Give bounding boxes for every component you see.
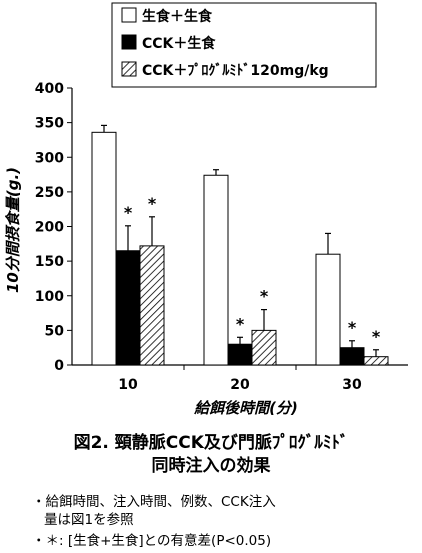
bar (91, 131, 117, 366)
legend-frame (111, 2, 377, 88)
y-tick-label: 150 (35, 254, 64, 270)
bar (363, 356, 389, 366)
significance-mark: * (124, 203, 133, 222)
bar (227, 343, 253, 366)
significance-mark: * (348, 318, 357, 337)
legend-swatch (121, 34, 137, 50)
y-tick-label: 250 (35, 185, 64, 201)
y-tick-label: 100 (35, 289, 64, 305)
legend-swatch (121, 61, 137, 77)
significance-mark: * (148, 194, 157, 213)
significance-mark: * (260, 287, 269, 306)
legend-label: 生食＋生食 (142, 8, 213, 25)
y-tick-label: 50 (45, 323, 65, 339)
note-line3: ・＊: [生食+生食]との有意差(P<0.05) (32, 533, 272, 549)
bar-chart: 生食＋生食 CCK＋生食 CCK＋ﾌﾟﾛｸﾞﾙﾐﾄﾞ120mg/kg 0 50 100 1… (4, 2, 408, 417)
significance-mark: * (372, 327, 381, 346)
bar (139, 245, 165, 366)
legend-label: CCK＋生食 (142, 35, 216, 52)
y-tick-label: 350 (35, 116, 64, 132)
bar (203, 174, 229, 366)
y-axis-label: 10分間摂食量(g.) (4, 167, 22, 293)
figure-caption-line2: 同時注入の効果 (151, 456, 271, 476)
significance-mark: * (236, 314, 245, 333)
x-axis-label: 給餌後時間(分) (193, 399, 298, 417)
bar (315, 253, 341, 366)
note-line2: 量は図1を参照 (44, 512, 134, 528)
legend: 生食＋生食 CCK＋生食 CCK＋ﾌﾟﾛｸﾞﾙﾐﾄﾞ120mg/kg (111, 2, 377, 88)
figure-caption-line1: 図2. 頸静脈CCK及び門脈ﾌﾟﾛｸﾞﾙﾐﾄﾞ (73, 433, 349, 453)
bar (339, 347, 365, 366)
legend-swatch (121, 7, 137, 23)
note-line1: ・給餌時間、注入時間、例数、CCK注入 (32, 494, 276, 510)
y-tick-label: 300 (35, 150, 64, 166)
x-tick-label: 20 (230, 377, 250, 393)
x-tick-label: 30 (342, 377, 362, 393)
bar (115, 250, 141, 366)
y-tick-label: 0 (54, 358, 64, 374)
bar (251, 329, 277, 366)
y-tick-label: 400 (35, 81, 64, 97)
legend-label: CCK＋ﾌﾟﾛｸﾞﾙﾐﾄﾞ120mg/kg (142, 62, 329, 79)
y-tick-label: 200 (35, 220, 64, 236)
x-tick-label: 10 (118, 377, 138, 393)
